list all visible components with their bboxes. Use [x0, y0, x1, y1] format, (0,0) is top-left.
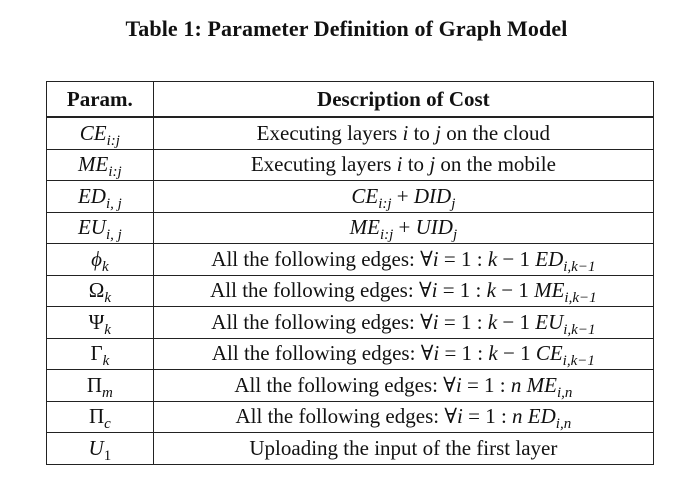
- param-subscript: k: [104, 290, 111, 307]
- param-cell: Γk: [46, 337, 154, 370]
- param-cell: Ωk: [46, 274, 154, 307]
- param-subscript: k: [101, 258, 109, 275]
- description-cell: All the following edges: ∀i = 1 : k − 1 …: [152, 306, 655, 339]
- table-row: EDi, j CEi:j + DIDj: [46, 180, 655, 213]
- param-cell: ϕk: [46, 243, 154, 276]
- param-symbol: ϕ: [91, 246, 102, 271]
- param-subscript: c: [104, 416, 111, 433]
- param-symbol: ED: [77, 183, 106, 208]
- description-cell: Uploading the input of the first layer: [152, 432, 655, 465]
- table-row: EUi, j MEi:j + UIDj: [46, 211, 655, 244]
- param-cell: MEi:j: [46, 148, 154, 181]
- description-cell: All the following edges: ∀i = 1 : k − 1 …: [152, 274, 655, 307]
- header-param: Param.: [46, 81, 154, 118]
- description-cell: All the following edges: ∀i = 1 : k − 1 …: [152, 243, 655, 276]
- param-cell: Πc: [46, 400, 154, 433]
- param-cell: Ψk: [46, 306, 154, 339]
- description-cell: CEi:j + DIDj: [152, 180, 655, 213]
- param-subscript: i, j: [105, 227, 122, 244]
- table-caption: Table 1: Parameter Definition of Graph M…: [125, 16, 568, 41]
- header-description: Description of Cost: [152, 81, 655, 118]
- table-row: MEi:j Executing layers i to j on the mobi…: [46, 148, 655, 181]
- table-row: Πc All the following edges: ∀i = 1 : n ED…: [46, 400, 655, 433]
- table-row: ϕk All the following edges: ∀i = 1 : k − …: [46, 243, 655, 276]
- param-symbol: Ψ: [88, 309, 105, 334]
- param-cell: CEi:j: [46, 116, 154, 150]
- param-symbol: Π: [86, 372, 103, 397]
- description-cell: All the following edges: ∀i = 1 : n MEi,…: [152, 369, 655, 402]
- table-row: Πm All the following edges: ∀i = 1 : n ME…: [46, 369, 655, 402]
- description-cell: All the following edges: ∀i = 1 : k − 1 …: [152, 337, 655, 370]
- param-cell: U1: [46, 432, 154, 465]
- description-cell: Executing layers i to j on the cloud: [152, 116, 655, 150]
- param-cell: EDi, j: [46, 180, 154, 213]
- param-subscript: 1: [103, 447, 112, 464]
- param-subscript: m: [102, 384, 113, 401]
- table-header-row: Param. Description of Cost: [46, 81, 655, 118]
- param-subscript: i, j: [105, 195, 122, 212]
- description-cell: Executing layers i to j on the mobile: [152, 148, 655, 181]
- param-symbol: Γ: [90, 341, 103, 366]
- param-subscript: k: [102, 353, 110, 370]
- param-subscript: i:j: [108, 164, 122, 181]
- table-row: Ψk All the following edges: ∀i = 1 : k − …: [46, 306, 655, 339]
- table-row: Γk All the following edges: ∀i = 1 : k − …: [46, 337, 655, 370]
- table-row: CEi:j Executing layers i to j on the clou…: [46, 116, 655, 150]
- param-cell: Πm: [46, 369, 154, 402]
- param-cell: EUi, j: [46, 211, 154, 244]
- table-row: Ωk All the following edges: ∀i = 1 : k − …: [46, 274, 655, 307]
- param-subscript: k: [104, 321, 111, 338]
- param-symbol: U: [88, 435, 104, 460]
- param-symbol: Π: [88, 404, 105, 429]
- param-symbol: Ω: [88, 278, 105, 303]
- param-symbol: EU: [77, 215, 106, 240]
- table-row: U1 Uploading the input of the first layer: [46, 432, 655, 465]
- param-subscript: i:j: [106, 132, 120, 149]
- table-body: CEi:j Executing layers i to j on the clou…: [46, 116, 655, 465]
- param-symbol: ME: [78, 152, 109, 177]
- parameter-table: Param. Description of Cost CEi:j Executin…: [46, 81, 655, 465]
- description-cell: All the following edges: ∀i = 1 : n EDi,…: [152, 400, 655, 433]
- description-cell: MEi:j + UIDj: [152, 211, 655, 244]
- param-symbol: CE: [79, 120, 107, 145]
